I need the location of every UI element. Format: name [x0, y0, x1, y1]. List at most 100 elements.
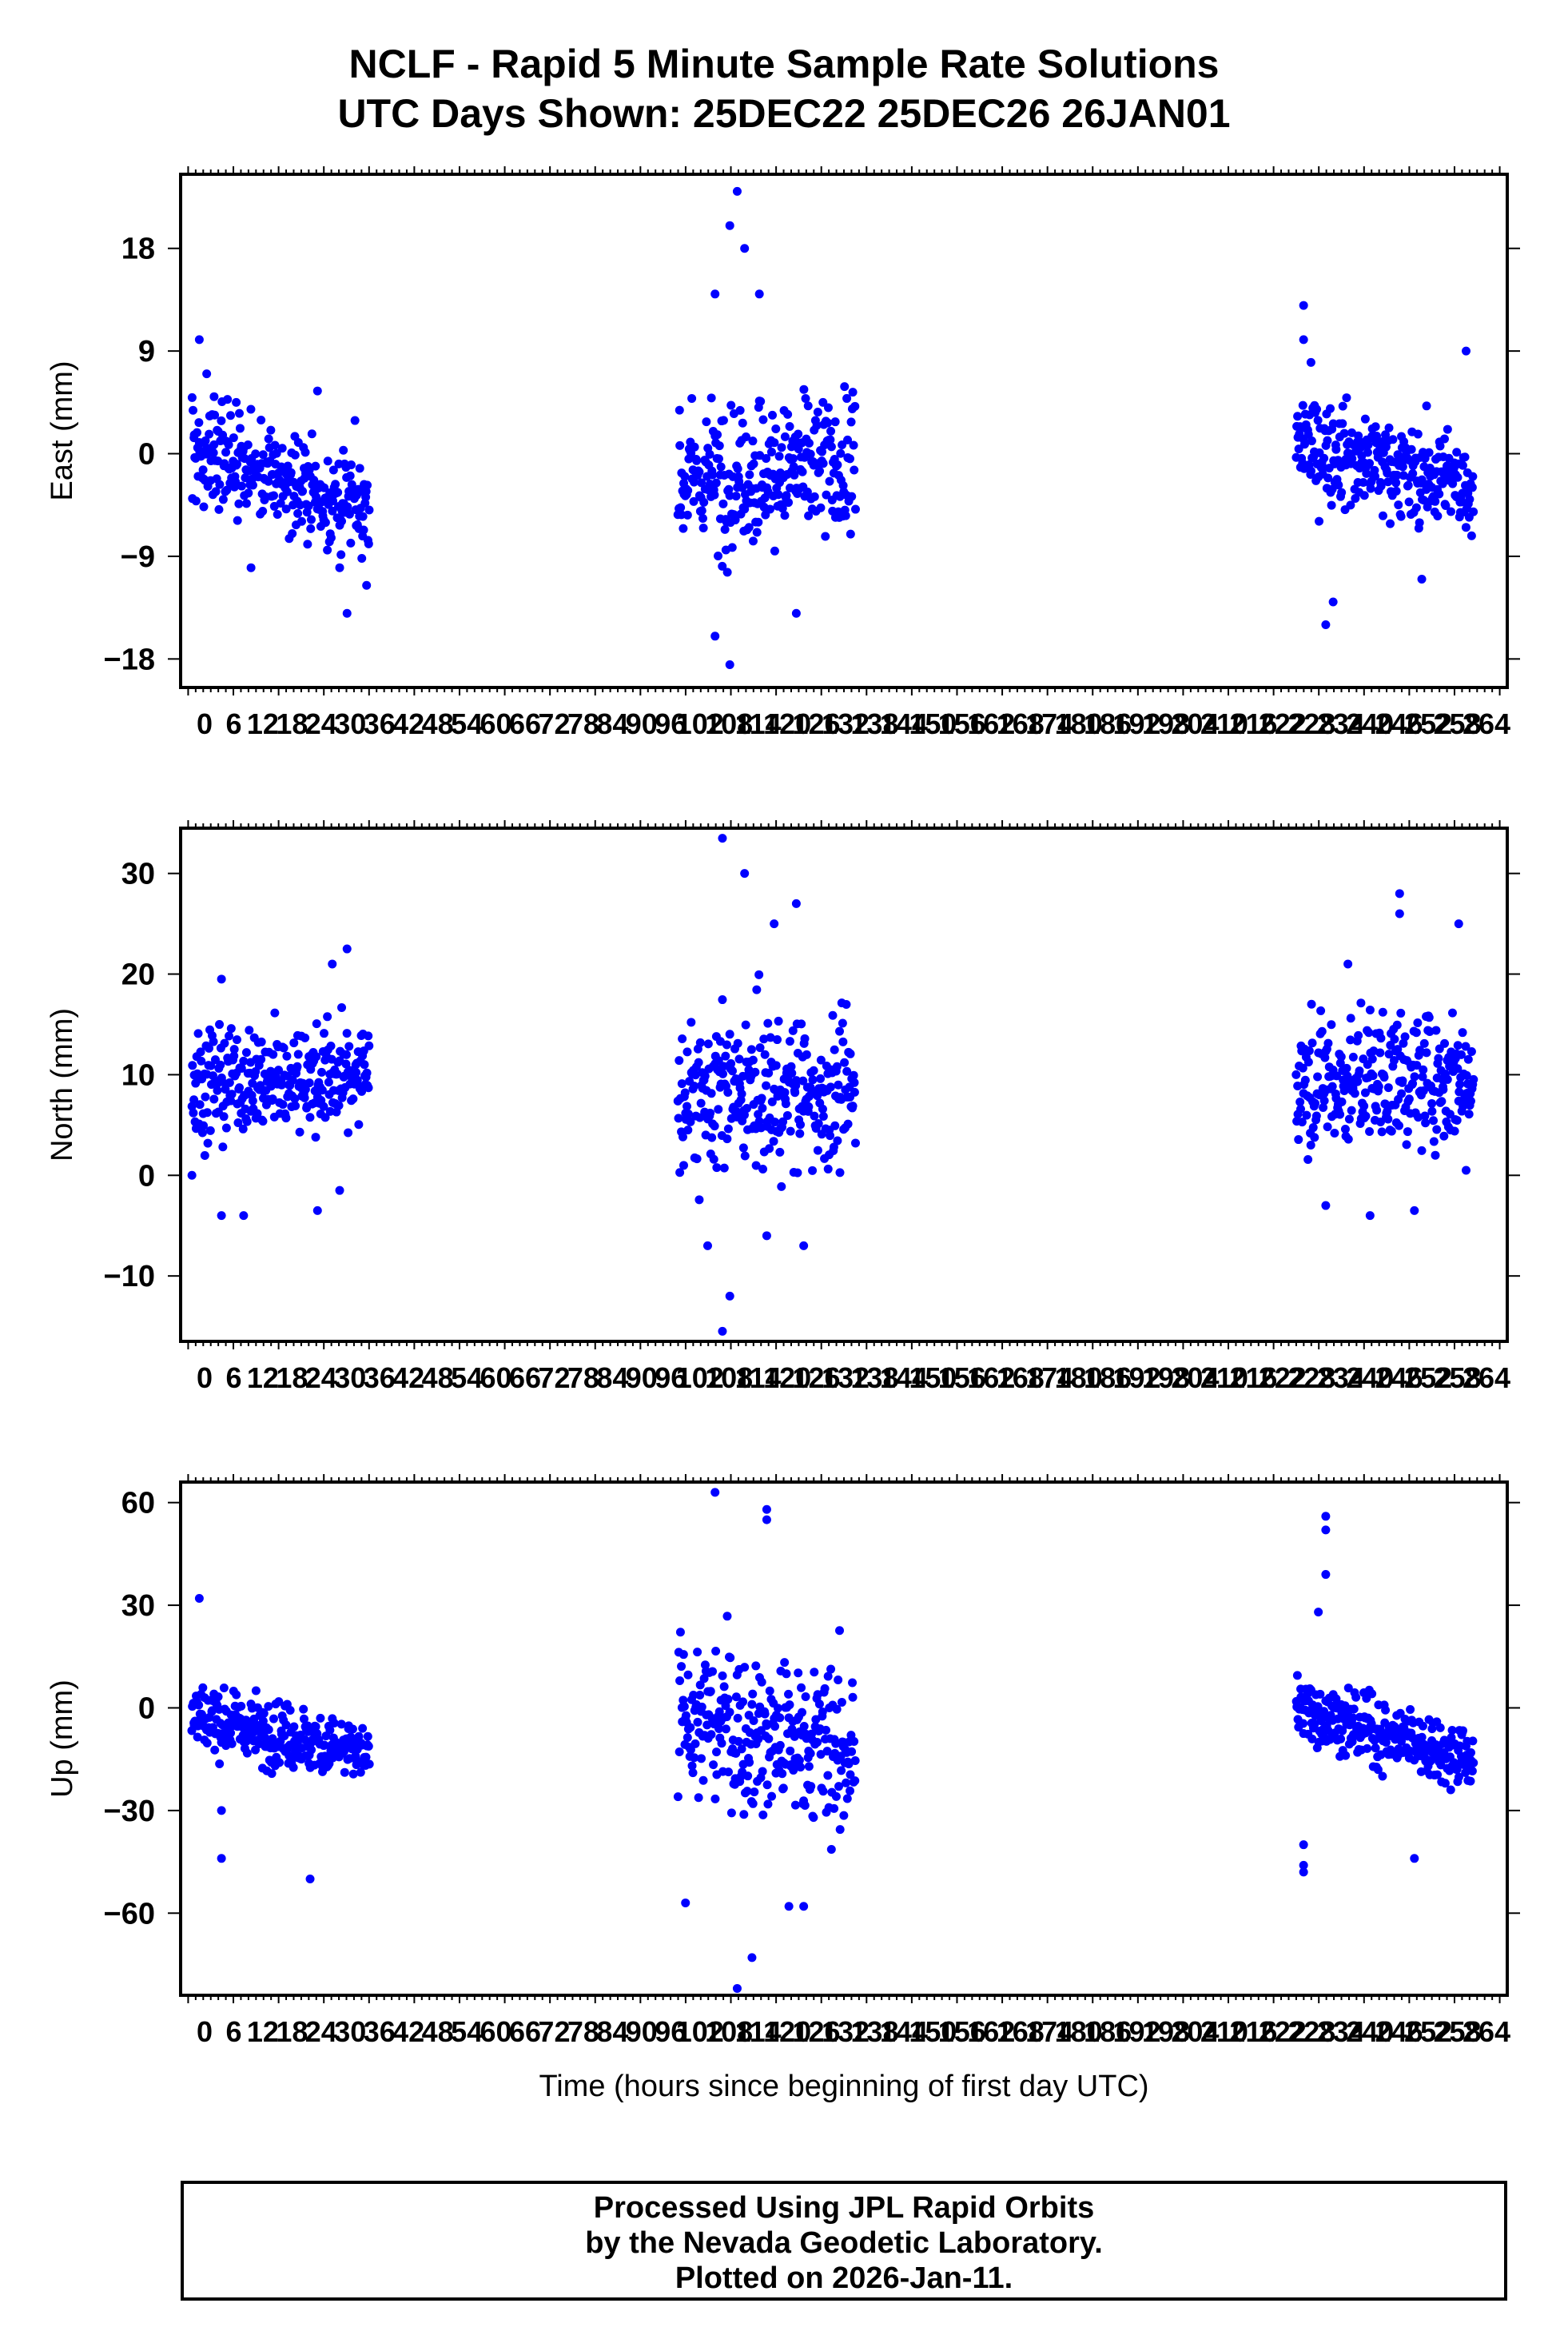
data-point: [288, 1075, 297, 1085]
data-point: [194, 418, 204, 428]
data-point: [754, 517, 763, 527]
x-tick-label: 252: [1404, 1361, 1452, 1394]
data-point: [686, 1018, 696, 1027]
data-point: [1434, 1054, 1443, 1063]
data-point: [1431, 1150, 1440, 1160]
data-point: [362, 580, 372, 590]
data-point: [708, 470, 718, 480]
data-point: [692, 1154, 702, 1164]
data-point: [1372, 1106, 1382, 1115]
data-point: [822, 1725, 831, 1735]
data-point: [324, 1078, 333, 1087]
data-point: [690, 1739, 700, 1748]
data-point: [1452, 448, 1462, 457]
data-point: [699, 1674, 709, 1684]
data-point: [205, 429, 214, 439]
data-point: [187, 392, 197, 402]
data-point: [196, 1047, 205, 1057]
data-point: [224, 440, 233, 449]
x-tick-label: 72: [538, 2015, 570, 2048]
data-point: [823, 1672, 833, 1681]
data-point: [217, 974, 226, 984]
data-point: [770, 438, 779, 448]
data-point: [837, 1697, 846, 1707]
data-point: [850, 1138, 860, 1148]
data-point: [1381, 1705, 1391, 1715]
data-point: [1417, 475, 1427, 484]
data-point: [1364, 1028, 1374, 1038]
data-point: [1454, 919, 1463, 929]
data-point: [718, 1326, 727, 1336]
x-tick-label: 240: [1346, 2015, 1394, 2048]
data-point: [799, 1241, 809, 1250]
data-point: [359, 525, 368, 535]
data-point: [706, 1730, 716, 1739]
data-point: [718, 499, 728, 508]
data-point: [201, 1092, 210, 1102]
x-tick-label: 228: [1287, 1361, 1335, 1394]
data-point: [1338, 419, 1347, 428]
data-point: [770, 919, 779, 929]
data-point: [274, 1697, 284, 1707]
data-point: [1398, 462, 1407, 472]
plots-canvas: 0 6 12182430364248546066727884909610210811…: [46, 166, 1520, 2103]
x-tick-label: 96: [655, 1361, 686, 1394]
data-point: [846, 1770, 855, 1779]
data-point: [698, 523, 708, 532]
data-point: [1386, 519, 1395, 528]
data-point: [808, 1075, 818, 1085]
data-point: [1400, 1032, 1410, 1042]
data-point: [791, 1076, 801, 1086]
y-axis-label: Up (mm): [46, 1680, 79, 1798]
data-point: [695, 1038, 705, 1047]
data-point: [842, 1778, 851, 1787]
data-point: [1323, 473, 1333, 483]
data-point: [1291, 1070, 1301, 1079]
data-point: [1351, 1692, 1361, 1702]
data-point: [1458, 1028, 1467, 1038]
data-point: [219, 1112, 229, 1122]
data-point: [1292, 1671, 1302, 1680]
data-point: [764, 1068, 774, 1078]
data-point: [1446, 1785, 1455, 1795]
data-point: [1453, 472, 1463, 482]
data-point: [683, 510, 692, 520]
data-point: [1348, 1052, 1358, 1062]
data-point: [1447, 1008, 1457, 1018]
data-point: [1337, 1097, 1347, 1106]
data-point: [264, 1725, 273, 1735]
data-point: [723, 1767, 733, 1777]
data-point: [198, 1683, 208, 1692]
data-point: [1321, 1570, 1331, 1580]
data-point: [1397, 1089, 1407, 1098]
x-tick-label: 72: [538, 1361, 570, 1394]
footer-box: Processed Using JPL Rapid Orbits by the …: [181, 2181, 1507, 2301]
data-point: [690, 442, 699, 452]
data-point: [291, 1101, 300, 1110]
x-tick-label: 198: [1142, 1361, 1190, 1394]
data-point: [1306, 1141, 1315, 1150]
data-point: [325, 1725, 335, 1735]
data-point: [273, 509, 282, 519]
data-point: [1378, 1007, 1387, 1017]
data-point: [312, 1052, 321, 1062]
data-point: [785, 421, 794, 431]
data-point: [344, 509, 354, 519]
data-point: [289, 1763, 298, 1772]
x-tick-label: 240: [1346, 1361, 1394, 1394]
data-point: [679, 1161, 688, 1170]
x-tick-label: 222: [1259, 707, 1307, 740]
data-point: [269, 491, 278, 500]
data-point: [364, 539, 373, 548]
data-point: [300, 1085, 310, 1094]
data-point: [242, 1117, 252, 1126]
x-tick-label: 216: [1229, 1361, 1277, 1394]
x-tick-label: 126: [793, 2015, 841, 2048]
data-point: [831, 1791, 841, 1801]
data-point: [202, 369, 212, 379]
data-point: [277, 444, 287, 453]
data-point: [790, 1088, 800, 1098]
data-point: [674, 1114, 683, 1123]
data-point: [1319, 453, 1329, 463]
data-point: [215, 1759, 225, 1769]
